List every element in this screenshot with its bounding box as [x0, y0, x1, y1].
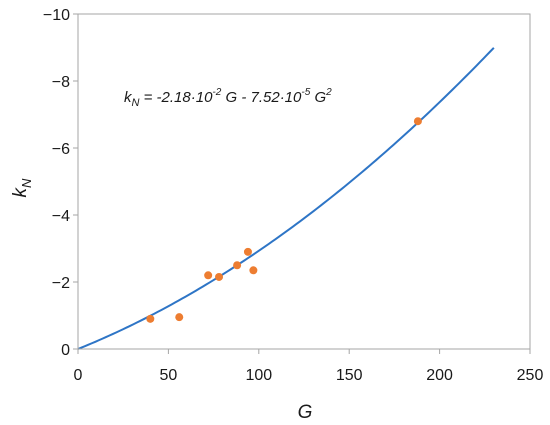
- data-point: [204, 271, 213, 280]
- eq-exp2: -5: [301, 87, 310, 98]
- y-tick-label: −6: [52, 141, 70, 158]
- y-tick-label: 0: [61, 342, 70, 359]
- y-tick-label: −2: [52, 275, 70, 292]
- data-point: [243, 247, 252, 256]
- y-tick-label: −4: [52, 208, 70, 225]
- eq-part1: = -2.18·10: [139, 89, 213, 106]
- x-tick-label: 0: [74, 367, 83, 384]
- y-tick-label: −10: [43, 7, 70, 24]
- x-tick-label: 100: [245, 367, 272, 384]
- x-tick-label: 50: [160, 367, 178, 384]
- x-tick-label: 150: [336, 367, 363, 384]
- data-point: [146, 314, 155, 323]
- eq-part2: G - 7.52·10: [221, 89, 302, 106]
- y-tick-label: −8: [52, 74, 70, 91]
- y-axis-title-main: k: [10, 186, 31, 197]
- data-point: [215, 272, 224, 281]
- data-point: [413, 117, 422, 126]
- data-point: [233, 261, 242, 270]
- x-axis-title: G: [298, 402, 313, 423]
- plot-frame: [77, 13, 531, 350]
- data-point: [249, 266, 258, 275]
- x-tick-label: 250: [517, 367, 544, 384]
- eq-k-sub: N: [132, 97, 140, 109]
- eq-exp3: 2: [325, 87, 332, 98]
- data-point: [175, 313, 184, 322]
- y-axis-title: kN: [10, 178, 34, 198]
- axes-layer: [77, 13, 531, 350]
- data-points-layer: [146, 117, 422, 323]
- eq-part3: G: [310, 89, 326, 106]
- fit-equation: kN = -2.18·10-2 G - 7.52·10-5 G2: [124, 87, 332, 109]
- tick-labels-layer: 0 50 100 150 200 250 0 −2 −4 −6 −8 −10: [43, 7, 544, 384]
- x-tick-label: 200: [426, 367, 453, 384]
- eq-exp1: -2: [212, 87, 221, 98]
- eq-k: k: [124, 89, 133, 106]
- y-axis-title-sub: N: [19, 178, 34, 188]
